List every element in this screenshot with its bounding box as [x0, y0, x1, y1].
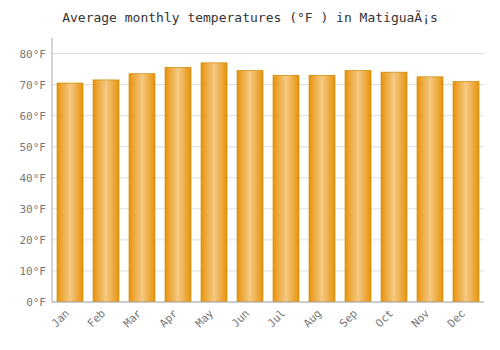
x-axis-line	[52, 302, 484, 303]
bar	[165, 68, 191, 302]
grid	[52, 54, 484, 302]
y-tick-label: 80°F	[20, 48, 47, 61]
bar	[201, 63, 227, 302]
bar	[237, 71, 263, 302]
y-axis-line	[52, 38, 53, 302]
x-tick-label: Jul	[265, 307, 288, 330]
y-tick-label: 0°F	[26, 296, 46, 309]
x-tick-label: Oct	[373, 307, 396, 330]
bar	[417, 77, 443, 302]
x-tick-label: Apr	[157, 307, 181, 331]
bar	[381, 72, 407, 302]
x-tick-label: Jun	[229, 307, 252, 330]
title: Average monthly temperatures (°F ) in Ma…	[62, 10, 438, 25]
bar	[93, 80, 119, 302]
bar	[273, 75, 299, 302]
x-tick-label: Aug	[301, 307, 324, 330]
x-tick-label: Jan	[49, 307, 72, 330]
y-tick-label: 10°F	[20, 265, 47, 278]
bars	[57, 63, 479, 302]
y-tick-label: 30°F	[20, 203, 47, 216]
x-tick-label: Sep	[337, 307, 360, 330]
bar	[129, 74, 155, 302]
x-tick-label: Mar	[121, 307, 145, 331]
bar	[453, 81, 479, 302]
bar	[57, 83, 83, 302]
grid-line	[52, 302, 484, 303]
y-tick-label: 50°F	[20, 141, 47, 154]
y-tick-label: 20°F	[20, 234, 47, 247]
bar	[309, 75, 335, 302]
x-tick-label: Dec	[445, 307, 468, 330]
y-tick-label: 70°F	[20, 79, 47, 92]
x-tick-label: Feb	[85, 307, 108, 330]
chart: Average monthly temperatures (°F ) in Ma…	[0, 0, 500, 350]
x-tick-label: Nov	[409, 307, 433, 331]
y-tick-label: 40°F	[20, 172, 47, 185]
grid-line	[52, 53, 484, 54]
y-tick-label: 60°F	[20, 110, 47, 123]
x-tick-label: May	[193, 307, 217, 331]
bar	[345, 71, 371, 302]
